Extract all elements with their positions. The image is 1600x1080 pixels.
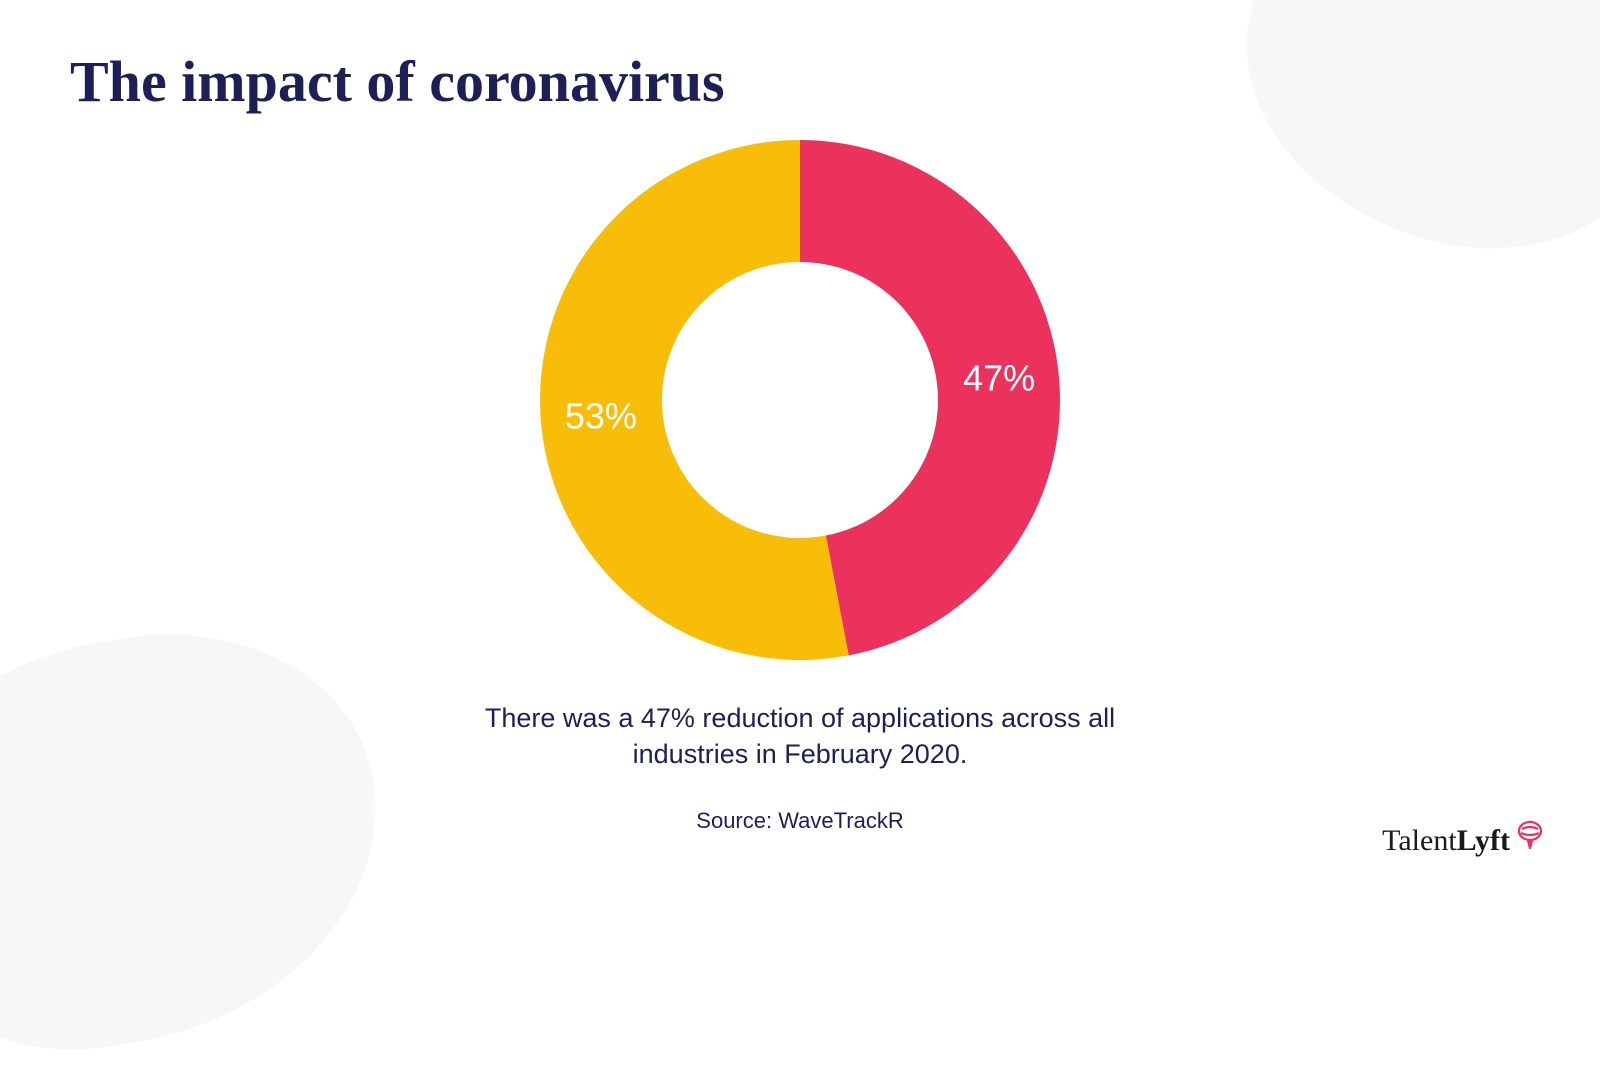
- slice-label: 47%: [963, 358, 1035, 399]
- brand-name: TalentLyft: [1382, 824, 1510, 858]
- slice-label: 53%: [565, 395, 637, 436]
- background-shape: [0, 600, 411, 1080]
- brand-name-part1: Talent: [1382, 824, 1457, 857]
- source-text: Source: WaveTrackR: [0, 808, 1600, 834]
- donut-svg: 47% 53%: [540, 140, 1060, 660]
- donut-chart: 47% 53%: [540, 140, 1060, 660]
- chart-caption: There was a 47% reduction of application…: [0, 700, 1600, 773]
- caption-line: industries in February 2020.: [633, 739, 968, 769]
- brand-name-part2: Lyft: [1457, 824, 1510, 857]
- caption-line: There was a 47% reduction of application…: [485, 703, 1115, 733]
- balloon-icon: [1516, 819, 1544, 862]
- background-shape: [1206, 0, 1600, 289]
- brand-logo: TalentLyft: [1382, 819, 1544, 862]
- page-title: The impact of coronavirus: [70, 48, 725, 115]
